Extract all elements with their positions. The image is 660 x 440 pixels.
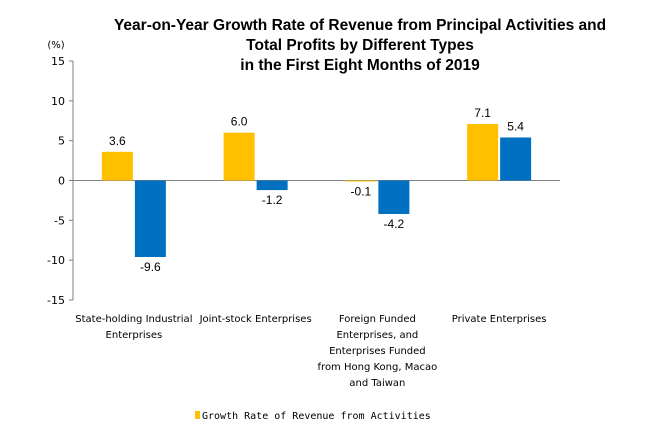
y-tick-label: -5 xyxy=(54,214,65,227)
chart-title-line-1: Year-on-Year Growth Rate of Revenue from… xyxy=(113,17,607,34)
category-label: Enterprises xyxy=(106,330,163,341)
category-label: Foreign Funded xyxy=(339,314,416,325)
bar-series-1-cat-1 xyxy=(101,151,133,181)
category-label: from Hong Kong, Macao xyxy=(318,362,438,373)
bar-series-2-cat-2 xyxy=(256,180,288,191)
data-label: -4.2 xyxy=(384,217,405,231)
category-label: State-holding Industrial xyxy=(75,314,192,325)
category-label: Private Enterprises xyxy=(452,314,547,325)
y-tick-label: -15 xyxy=(47,294,65,307)
legend-label: Growth Rate of Revenue from Activities xyxy=(202,411,431,422)
data-label: -9.6 xyxy=(140,260,161,274)
y-axis-unit-label: (%) xyxy=(47,40,64,51)
y-tick-label: 10 xyxy=(51,95,65,108)
y-tick-label: 5 xyxy=(58,135,65,148)
category-label: Enterprises, and xyxy=(336,330,418,341)
y-tick-label: 0 xyxy=(58,175,65,188)
bar-series-1-cat-3 xyxy=(345,180,377,182)
bar-series-1-cat-4 xyxy=(467,123,499,181)
category-label: Enterprises Funded xyxy=(329,346,426,357)
y-tick-label: 15 xyxy=(51,55,65,68)
bar-series-2-cat-4 xyxy=(500,137,532,181)
data-label: 7.1 xyxy=(474,106,491,120)
chart-title: Year-on-Year Growth Rate of Revenue from… xyxy=(60,16,660,76)
category-label: Joint-stock Enterprises xyxy=(199,314,312,325)
chart-title-line-3: in the First Eight Months of 2019 xyxy=(240,57,480,74)
bar-series-1-cat-2 xyxy=(223,132,255,181)
bar-series-2-cat-3 xyxy=(378,180,410,214)
data-label: -0.1 xyxy=(351,184,372,198)
bar-series-2-cat-1 xyxy=(134,180,166,257)
legend-swatch xyxy=(195,411,200,419)
data-label: 5.4 xyxy=(507,119,524,133)
data-label: -1.2 xyxy=(262,193,283,207)
data-label: 3.6 xyxy=(109,134,126,148)
category-label: and Taiwan xyxy=(349,378,405,389)
chart-title-line-2: Total Profits by Different Types xyxy=(246,37,474,54)
y-tick-label: -10 xyxy=(47,254,65,267)
data-label: 6.0 xyxy=(231,115,248,129)
